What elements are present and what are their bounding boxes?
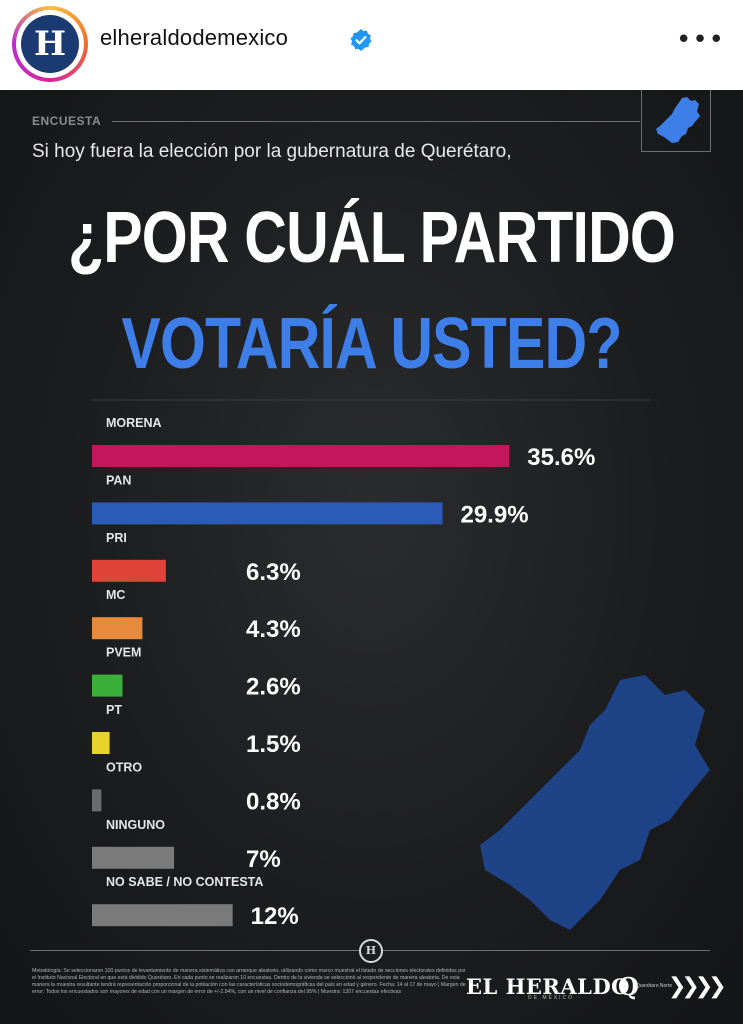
category-label: PRI — [106, 531, 127, 545]
post-subtitle: Si hoy fuera la elección por la gubernat… — [32, 141, 512, 162]
bar-pan — [92, 502, 443, 525]
value-label: 12% — [251, 903, 299, 930]
value-label: 1.5% — [246, 731, 301, 758]
value-label: 0.8% — [246, 788, 301, 815]
value-label: 35.6% — [527, 444, 595, 471]
map-frame — [641, 90, 711, 152]
post-header: H elheraldodemexico ••• — [0, 0, 743, 88]
brand-logo-subtitle: DE MÉXICO — [528, 995, 575, 1001]
profile-avatar[interactable]: H — [12, 6, 88, 82]
partner-logo: Q — [618, 972, 639, 1001]
divider — [112, 121, 640, 122]
avatar-logo: H — [21, 15, 79, 73]
bar-pvem — [92, 674, 123, 697]
value-label: 29.9% — [460, 501, 528, 528]
party-preference-bar-chart: MORENA 35.6% PAN 29.9% PRI 6.3% MC 4.3% PVEM 2.6%… — [92, 399, 650, 930]
partner-logo-subtitle: Querétaro Norte — [636, 983, 673, 989]
value-label: 4.3% — [246, 616, 301, 643]
brand-logo: EL HERALDO — [466, 974, 630, 999]
headline-line-2: VOTARÍA USTED? — [121, 304, 622, 384]
category-label: MORENA — [106, 416, 162, 430]
bar-pt — [92, 732, 110, 754]
chevrons-icon: ❯❯❯❯ — [668, 974, 727, 999]
value-label: 7% — [246, 846, 281, 873]
bar-mc — [92, 617, 143, 640]
methodology-note: Metodología: Se seleccionaron 100 puntos… — [32, 968, 466, 995]
queretaro-map-watermark-icon — [480, 675, 710, 930]
value-label: 6.3% — [246, 559, 301, 586]
bar-otro — [92, 789, 102, 812]
footer-logo-badge: H — [359, 939, 383, 963]
bar-ninguno — [92, 846, 175, 869]
category-label: MC — [106, 588, 125, 602]
queretaro-map-icon — [656, 97, 700, 143]
category-label: NO SABE / NO CONTESTA — [106, 875, 263, 889]
category-label: PT — [106, 703, 122, 717]
category-label: NINGUNO — [106, 818, 165, 832]
bar-no-sabe-no-contesta — [92, 904, 233, 927]
category-label: PAN — [106, 473, 131, 487]
category-label: PVEM — [106, 646, 141, 660]
bar-morena — [92, 445, 510, 467]
value-label: 2.6% — [246, 674, 301, 701]
account-username[interactable]: elheraldodemexico — [100, 25, 289, 50]
category-label: OTRO — [106, 760, 142, 774]
post-image: ENCUESTA Si hoy fuera la elección por la… — [0, 90, 743, 1024]
headline-line-1: ¿POR CUÁL PARTIDO — [67, 198, 676, 278]
bar-pri — [92, 559, 166, 582]
section-tag: ENCUESTA — [32, 114, 102, 128]
more-options-button[interactable]: ••• — [676, 25, 726, 55]
verified-badge-icon — [350, 29, 372, 51]
